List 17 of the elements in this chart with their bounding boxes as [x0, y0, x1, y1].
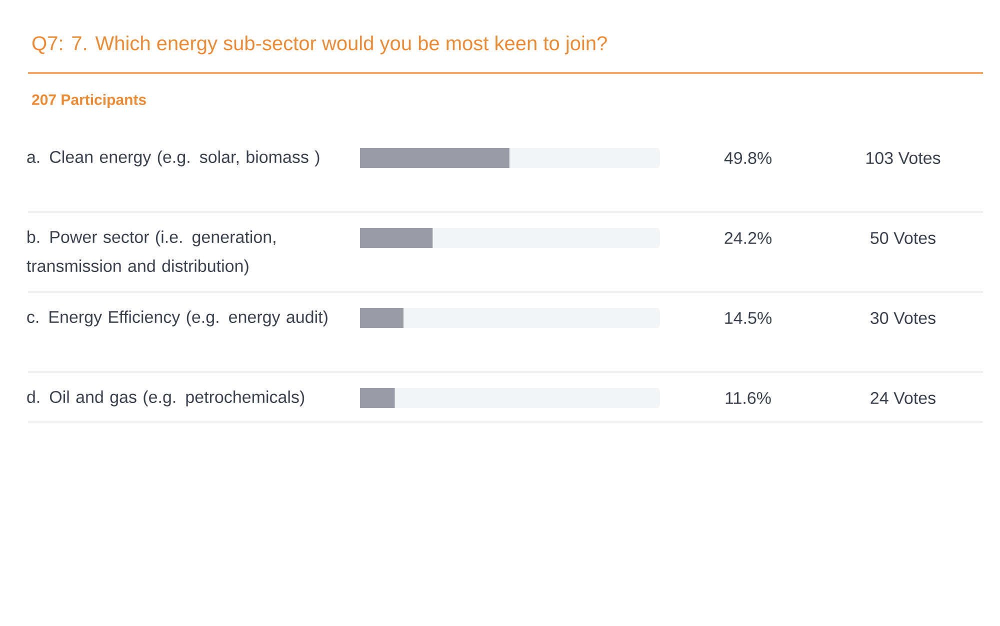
text: 103 Votes [866, 152, 940, 164]
text: 207 Participants [32, 94, 146, 108]
y-tick-label: d. Oil and gas (e.g. petrochemicals) [27, 390, 304, 406]
data-label: 24.2% [724, 232, 772, 244]
chart-title: Q7: 7. Which energy sub-sector would you be most keen to join? [32, 36, 607, 54]
bar [360, 308, 404, 328]
text: 24 Votes [870, 392, 936, 404]
bar [360, 228, 433, 248]
data-label: 11.6% [726, 392, 771, 404]
y-tick-label: a. Clean energy (e.g. solar, biomass ) [27, 150, 320, 166]
bar [360, 388, 395, 408]
data-label: 49.8% [724, 152, 772, 164]
text: 30 Votes [870, 312, 936, 324]
y-tick-label: b. Power sector (i.e. generation, transmission and distribution) [26, 230, 276, 276]
text: 50 Votes [870, 232, 936, 244]
data-label: 14.5% [725, 312, 772, 324]
y-tick-label: c. Energy Efficiency (e.g. energy audit) [27, 310, 328, 326]
